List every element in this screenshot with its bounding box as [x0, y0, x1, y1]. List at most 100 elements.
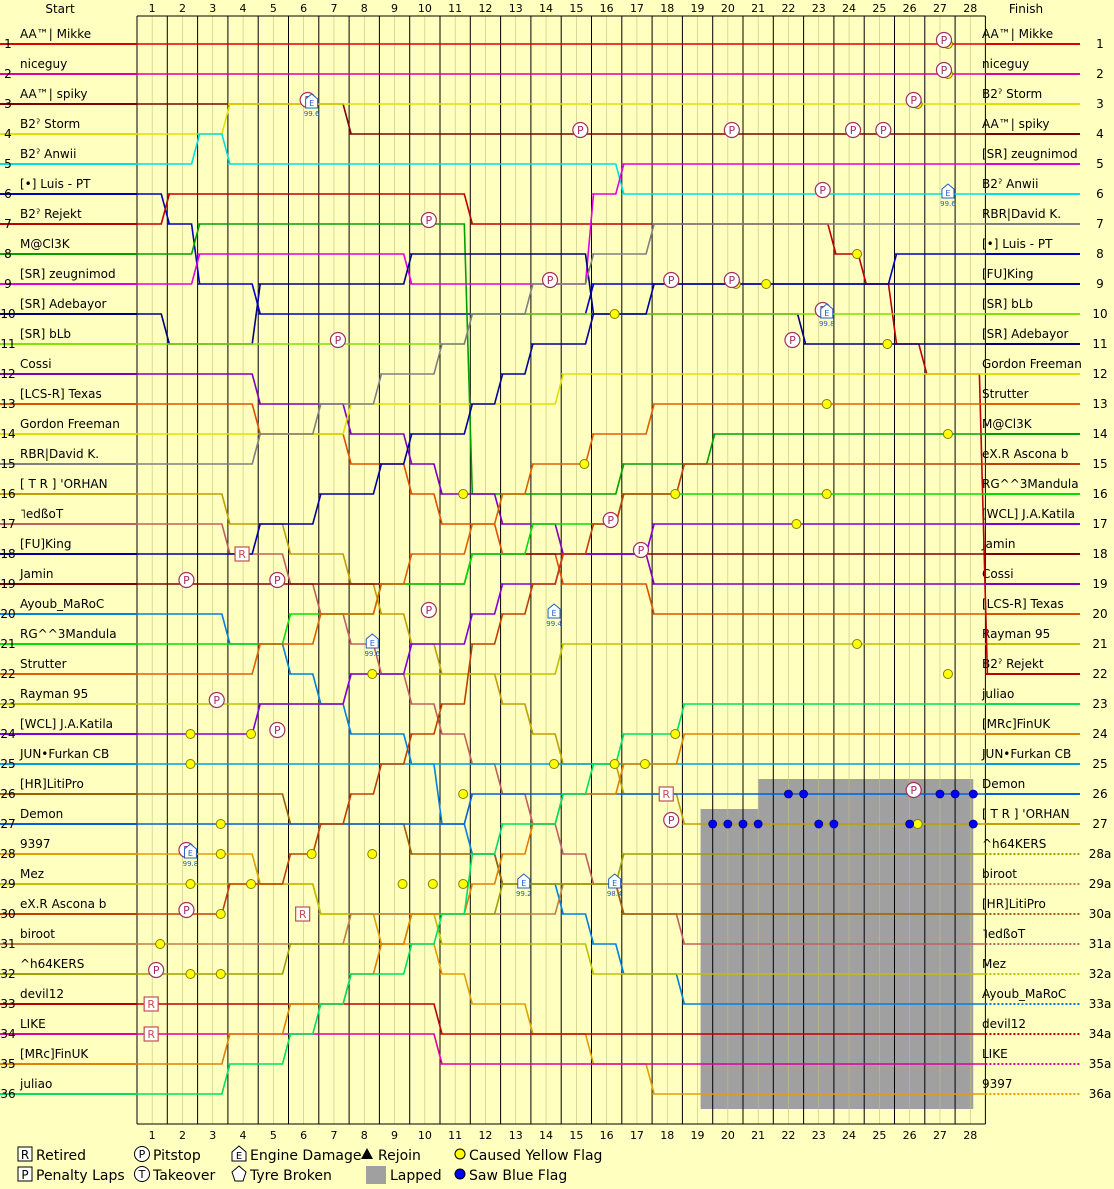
- yellow-flag-13: [821, 489, 832, 499]
- finish-driver-14: M@Cl3K: [982, 417, 1033, 431]
- lap-number-top-26: 26: [903, 2, 917, 15]
- start-driver-1: AA™| Mikke: [20, 27, 91, 41]
- finish-driver-28: ^h64KERS: [982, 837, 1046, 851]
- blue-flag-0: [708, 819, 718, 829]
- finish-driver-7: RBR|David K.: [982, 207, 1061, 221]
- legend-label-7: Lapped: [390, 1168, 442, 1184]
- start-driver-31: biroot: [20, 927, 55, 941]
- lap-number-top-13: 13: [509, 2, 523, 15]
- yellow-flag-29: [306, 849, 317, 859]
- finish-driver-35: LIKE: [982, 1047, 1008, 1061]
- start-driver-20: Ayoub_MaRoC: [20, 597, 104, 611]
- pitstop-letter-22: P: [183, 904, 190, 917]
- start-driver-35: [MRc]FinUK: [20, 1047, 89, 1061]
- start-position-12: 12: [0, 367, 15, 381]
- yellow-flag-3: [609, 309, 620, 319]
- legend-symbol-1: P: [21, 1168, 28, 1182]
- finish-driver-18: Jamin: [981, 537, 1016, 551]
- finish-driver-6: B2ˀ Anwii: [982, 177, 1038, 191]
- lap-number-bottom-28: 28: [963, 1129, 977, 1142]
- start-driver-21: RG^^3Mandula: [20, 627, 117, 641]
- start-position-8: 8: [4, 247, 12, 261]
- legend-symbol-3: T: [138, 1168, 146, 1181]
- lap-number-bottom-18: 18: [660, 1129, 674, 1142]
- blue-flag-2: [738, 819, 748, 829]
- lap-number-bottom-27: 27: [933, 1129, 947, 1142]
- lap-number-bottom-12: 12: [478, 1129, 492, 1142]
- start-driver-36: juliao: [19, 1077, 52, 1091]
- lap-number-top-28: 28: [963, 2, 977, 15]
- retired-marker-4: [658, 786, 674, 802]
- start-position-4: 4: [4, 127, 12, 141]
- start-driver-5: B2ˀ Anwii: [20, 147, 76, 161]
- start-driver-8: M@Cl3K: [20, 237, 71, 251]
- finish-driver-3: B2ˀ Storm: [982, 87, 1042, 101]
- yellow-flag-24: [185, 759, 196, 769]
- yellow-flag-28: [215, 849, 226, 859]
- lap-number-top-22: 22: [781, 2, 795, 15]
- pitstop-letter-16: P: [880, 124, 887, 137]
- finish-driver-10: [SR] bLb: [982, 297, 1033, 311]
- start-driver-16: [ T R ] 'ORHAN: [20, 477, 108, 491]
- start-position-27: 27: [0, 817, 15, 831]
- finish-position-19: 19: [1092, 577, 1107, 591]
- pitstop-letter-14: P: [819, 184, 826, 197]
- finish-driver-24: [MRc]FinUK: [982, 717, 1051, 731]
- legend-label-4: Engine Damage: [250, 1148, 362, 1164]
- pitstop-letter-17: P: [941, 34, 948, 47]
- start-position-6: 6: [4, 187, 12, 201]
- finish-driver-33: Ayoub_MaRoC: [982, 987, 1066, 1001]
- pitstop-letter-20: P: [213, 694, 220, 707]
- finish-position-24: 24: [1092, 727, 1107, 741]
- legend-label-0: Retired: [36, 1148, 86, 1164]
- start-position-22: 22: [0, 667, 15, 681]
- finish-position-33: 33a: [1089, 997, 1112, 1011]
- finish-position-12: 12: [1092, 367, 1107, 381]
- start-position-7: 7: [4, 217, 12, 231]
- start-position-34: 34: [0, 1027, 15, 1041]
- pitstop-letter-25: P: [274, 574, 281, 587]
- retired-marker-1: [143, 1026, 159, 1042]
- pitstop-marker-11: [723, 271, 740, 289]
- engine-damage-marker-6: [820, 303, 834, 319]
- yellow-flag-9: [942, 429, 953, 439]
- yellow-flag-6: [761, 279, 772, 289]
- legend-symbol-4: E: [236, 1151, 242, 1162]
- blue-flag-1: [723, 819, 733, 829]
- finish-driver-34: devil12: [982, 1017, 1026, 1031]
- finish-driver-13: Strutter: [982, 387, 1029, 401]
- pitstop-marker-15: [844, 121, 862, 139]
- pitstop-marker-19: [905, 91, 922, 109]
- start-position-32: 32: [0, 967, 15, 981]
- finish-driver-5: [SR] zeugnimod: [982, 147, 1078, 161]
- retired-letter-4: R: [662, 788, 670, 801]
- start-driver-29: Mez: [20, 867, 44, 881]
- blue-flag-7: [829, 819, 839, 829]
- engine-damage-marker-2: [517, 873, 531, 889]
- race-line-5: [137, 133, 986, 195]
- start-position-35: 35: [0, 1057, 15, 1071]
- legend-swatch-5: [231, 1165, 247, 1182]
- pitstop-letter-18: P: [941, 64, 948, 77]
- pitstop-letter-6: P: [577, 124, 584, 137]
- start-position-33: 33: [0, 997, 15, 1011]
- start-driver-15: RBR|David K.: [20, 447, 99, 461]
- start-driver-18: [FU]King: [20, 537, 71, 551]
- finish-driver-21: Rayman 95: [982, 627, 1050, 641]
- finish-header: Finish: [1009, 2, 1043, 16]
- start-position-20: 20: [0, 607, 15, 621]
- lap-number-bottom-6: 6: [300, 1129, 307, 1142]
- engine-damage-marker-0: [305, 93, 319, 109]
- start-driver-11: [SR] bLb: [20, 327, 71, 341]
- lap-number-bottom-22: 22: [781, 1129, 795, 1142]
- engine-damage-value-5: 99.6: [940, 200, 956, 208]
- pitstop-letter-26: P: [668, 814, 675, 827]
- start-driver-27: Demon: [20, 807, 63, 821]
- pitstop-marker-26: [663, 811, 680, 829]
- lapped-region-0: [700, 809, 974, 1109]
- blue-flag-4: [784, 789, 793, 799]
- finish-driver-26: Demon: [982, 777, 1025, 791]
- blue-flag-8: [905, 819, 915, 829]
